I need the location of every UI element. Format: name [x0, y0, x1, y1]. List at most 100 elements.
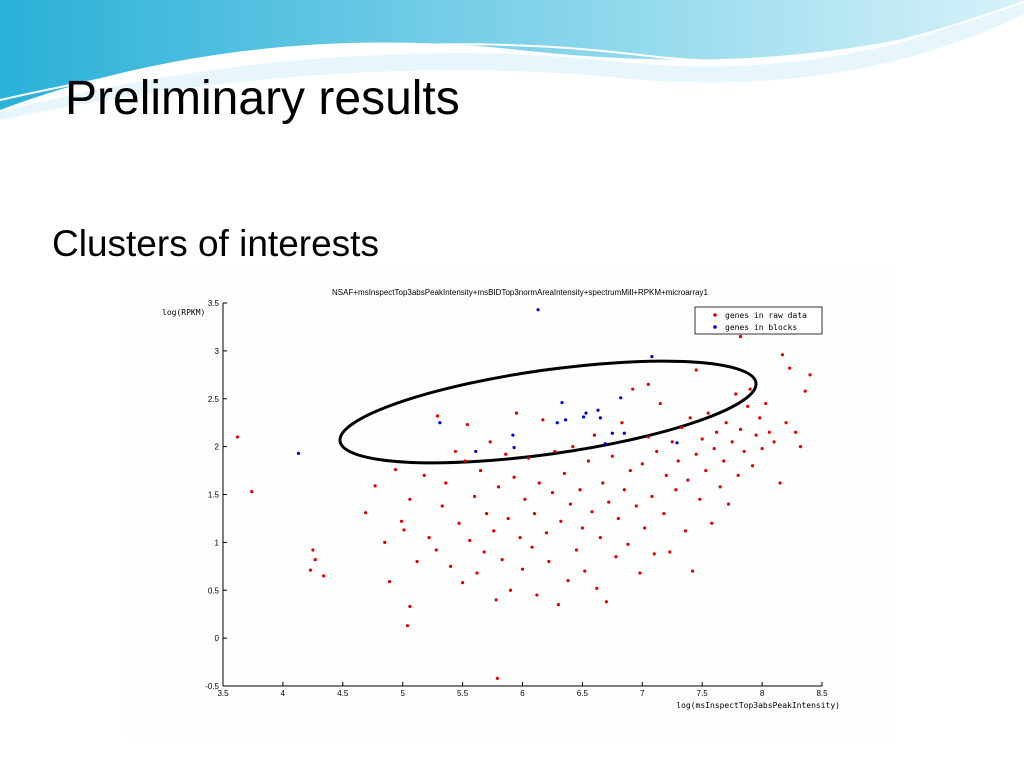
data-point	[724, 421, 728, 425]
legend-label: genes in raw data	[725, 311, 807, 320]
data-point	[556, 603, 561, 607]
data-point	[780, 353, 785, 357]
y-tick-label: 2.5	[208, 395, 220, 404]
data-point	[544, 531, 549, 535]
data-point	[399, 519, 404, 523]
data-point	[784, 421, 788, 425]
data-point	[408, 497, 412, 501]
data-point	[564, 418, 568, 422]
y-tick-label: 1.5	[208, 491, 220, 500]
y-tick-label: 3.5	[208, 299, 220, 308]
data-point	[643, 526, 647, 530]
data-point	[726, 502, 731, 506]
data-point	[803, 389, 807, 393]
legend-marker	[713, 313, 717, 317]
data-point	[607, 500, 611, 504]
data-point	[422, 473, 426, 477]
data-point	[308, 568, 313, 572]
data-point	[662, 512, 666, 516]
data-point	[772, 440, 776, 444]
y-axis-label: log(RPKM)	[162, 308, 205, 317]
data-point	[474, 449, 478, 454]
data-point	[778, 481, 782, 485]
data-point	[553, 449, 557, 454]
data-point	[322, 574, 326, 578]
data-point	[714, 430, 719, 434]
data-point	[518, 535, 522, 540]
data-point	[750, 464, 755, 468]
data-point	[760, 446, 764, 451]
data-point	[691, 569, 695, 573]
data-point	[500, 558, 504, 562]
data-point	[590, 510, 594, 514]
x-tick-label: 8.5	[816, 689, 828, 698]
data-point	[746, 404, 750, 409]
data-point	[598, 535, 602, 540]
data-point	[537, 481, 541, 485]
y-tick-label: 1	[215, 538, 220, 547]
data-point	[675, 441, 679, 445]
data-point	[626, 542, 630, 546]
data-point	[560, 400, 564, 405]
data-point	[578, 488, 582, 492]
data-point	[574, 548, 579, 552]
data-point	[465, 423, 469, 427]
y-tick-label: 0	[215, 634, 220, 643]
data-point	[742, 449, 746, 454]
data-point	[504, 452, 508, 456]
data-point	[461, 580, 465, 585]
data-point	[547, 559, 551, 564]
data-point	[250, 490, 254, 494]
data-point	[555, 421, 559, 425]
data-point	[463, 459, 467, 463]
data-point	[495, 676, 499, 680]
data-point	[722, 459, 726, 463]
data-point	[514, 411, 519, 415]
data-point	[694, 452, 698, 456]
chart-title: NSAF+msInspectTop3absPeakIntensity+msBID…	[332, 288, 708, 297]
data-point	[484, 512, 489, 516]
data-point	[604, 600, 608, 604]
data-point	[492, 529, 496, 533]
data-point	[532, 512, 537, 516]
data-point	[686, 478, 690, 482]
data-point	[680, 425, 684, 430]
header-wave	[0, 0, 1024, 110]
data-point	[449, 564, 453, 568]
data-point	[767, 430, 771, 434]
data-point	[601, 481, 605, 485]
data-point	[710, 521, 714, 525]
x-tick-label: 5.5	[457, 689, 469, 698]
data-point	[640, 462, 644, 466]
data-point	[580, 526, 585, 530]
data-point	[536, 308, 540, 312]
data-point	[402, 528, 406, 532]
data-point	[559, 519, 563, 523]
data-point	[668, 550, 672, 554]
data-point	[313, 558, 317, 562]
data-point	[614, 555, 618, 559]
data-point	[712, 446, 716, 451]
data-point	[694, 368, 698, 372]
data-point	[435, 414, 440, 418]
data-point	[610, 431, 614, 435]
data-point	[610, 454, 614, 458]
data-point	[383, 540, 387, 544]
data-point	[581, 415, 586, 419]
x-axis-label: log(msInspectTop3absPeakIntensity)	[676, 701, 840, 710]
data-point	[482, 550, 486, 554]
data-point	[571, 445, 575, 449]
data-point	[438, 421, 442, 425]
data-point	[511, 433, 515, 437]
data-point	[584, 411, 588, 415]
data-point	[688, 416, 692, 420]
x-tick-label: 4	[281, 689, 286, 698]
data-point	[568, 502, 573, 506]
data-point	[415, 559, 419, 564]
data-point	[506, 516, 510, 521]
y-tick-label: 0.5	[208, 586, 220, 595]
chart-background	[122, 268, 895, 738]
data-point	[530, 545, 534, 549]
